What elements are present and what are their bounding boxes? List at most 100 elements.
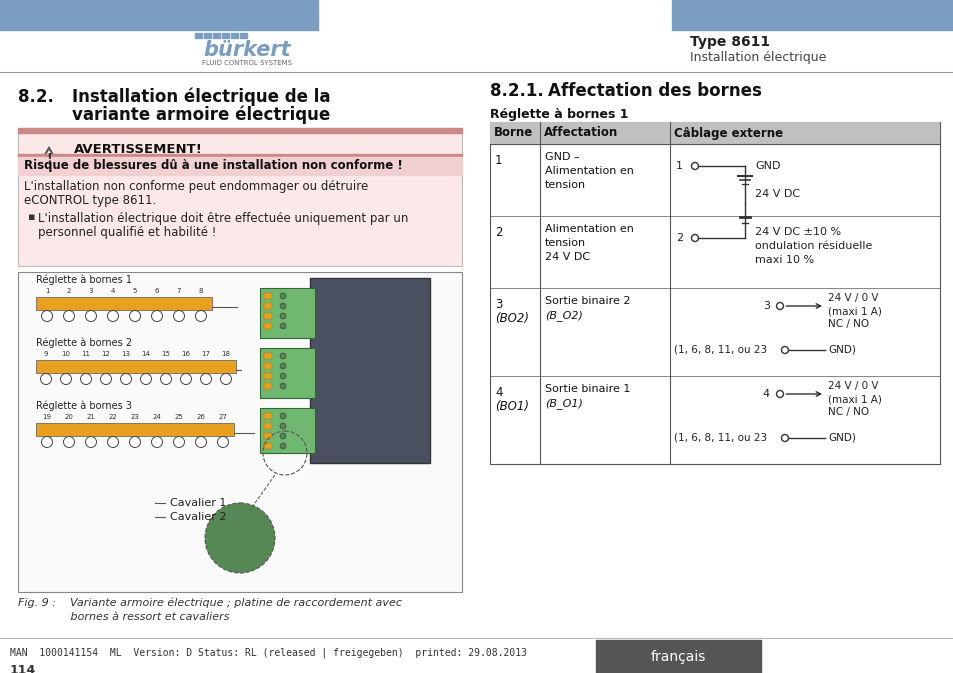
Text: Risque de blessures dû à une installation non conforme !: Risque de blessures dû à une installatio… [24,160,402,172]
Bar [264,303,272,309]
Circle shape [130,310,140,322]
Text: 24: 24 [152,414,161,420]
Text: 8: 8 [198,288,203,294]
Text: tension: tension [544,238,585,248]
Text: L'installation non conforme peut endommager ou détruire: L'installation non conforme peut endomma… [24,180,368,193]
Text: Fig. 9 :    Variante armoire électrique ; platine de raccordement avec: Fig. 9 : Variante armoire électrique ; p… [18,598,401,608]
Text: 4: 4 [495,386,502,399]
Bar [18,154,461,157]
Circle shape [195,310,206,322]
Circle shape [280,293,286,299]
Bar [18,272,461,592]
Circle shape [108,437,118,448]
Text: 8.2.: 8.2. [18,88,53,106]
Text: 9: 9 [44,351,49,357]
Circle shape [776,302,782,310]
Bar [18,128,461,266]
Bar [264,363,272,369]
Circle shape [280,383,286,389]
Text: 3: 3 [89,288,93,294]
Bar [264,383,272,389]
Circle shape [180,374,192,384]
Bar [213,33,220,38]
Text: Sortie binaire 1: Sortie binaire 1 [544,384,630,394]
Text: (B_O2): (B_O2) [544,310,582,321]
Circle shape [80,374,91,384]
Bar [264,423,272,429]
Text: 11: 11 [81,351,91,357]
Text: 5: 5 [132,288,137,294]
Bar [264,413,272,419]
Text: Réglette à bornes 2: Réglette à bornes 2 [36,337,132,348]
Text: 22: 22 [109,414,117,420]
Circle shape [60,374,71,384]
Text: Câblage externe: Câblage externe [673,127,782,139]
Circle shape [64,310,74,322]
Text: 1: 1 [495,154,502,167]
Text: 24 V / 0 V: 24 V / 0 V [827,381,878,391]
Text: 1: 1 [45,288,50,294]
Text: GND): GND) [827,433,855,443]
Bar [0,0,317,30]
Bar [36,297,212,310]
Text: MAN  1000141154  ML  Version: D Status: RL (released | freigegeben)  printed: 29: MAN 1000141154 ML Version: D Status: RL … [10,648,526,658]
Circle shape [280,323,286,329]
Bar [222,33,229,38]
Text: 18: 18 [221,351,231,357]
Text: 27: 27 [218,414,227,420]
Text: Affectation des bornes: Affectation des bornes [547,82,761,100]
Circle shape [42,310,52,322]
Text: 24 V DC: 24 V DC [754,189,800,199]
Text: 21: 21 [87,414,95,420]
Text: Réglette à bornes 3: Réglette à bornes 3 [36,400,132,411]
Text: variante armoire électrique: variante armoire électrique [71,105,330,124]
Text: Cavalier 2: Cavalier 2 [170,512,226,522]
Text: 1: 1 [676,161,682,171]
Text: 8.2.1.: 8.2.1. [490,82,543,100]
Circle shape [173,437,184,448]
Text: 7: 7 [176,288,181,294]
Circle shape [140,374,152,384]
Text: Réglette à bornes 1: Réglette à bornes 1 [36,275,132,285]
Bar [231,33,237,38]
Circle shape [691,162,698,170]
Circle shape [152,310,162,322]
Text: 15: 15 [161,351,171,357]
Circle shape [160,374,172,384]
Text: L'installation électrique doit être effectuée uniquement par un: L'installation électrique doit être effe… [38,212,408,225]
Bar [264,313,272,319]
Text: 2: 2 [67,288,71,294]
Bar [264,293,272,299]
Text: NC / NO: NC / NO [827,407,868,417]
Text: Sortie binaire 2: Sortie binaire 2 [544,296,630,306]
Circle shape [280,303,286,309]
Circle shape [280,443,286,449]
Text: français: français [650,650,705,664]
Text: eCONTROL type 8611.: eCONTROL type 8611. [24,194,156,207]
Bar [596,640,760,673]
Text: 10: 10 [61,351,71,357]
Bar [260,348,314,398]
Circle shape [108,310,118,322]
Text: GND –: GND – [544,152,579,162]
Text: 3: 3 [762,301,769,311]
Text: 12: 12 [101,351,111,357]
Bar [264,323,272,329]
Text: 6: 6 [154,288,159,294]
Text: Installation électrique de la: Installation électrique de la [71,88,330,106]
Text: 23: 23 [131,414,139,420]
Text: Type 8611: Type 8611 [689,35,769,49]
Bar [204,33,211,38]
Bar [264,443,272,449]
Text: 4: 4 [111,288,115,294]
Circle shape [100,374,112,384]
Text: (maxi 1 A): (maxi 1 A) [827,394,881,404]
Text: 24 V DC ±10 %: 24 V DC ±10 % [754,227,841,237]
Text: Alimentation en: Alimentation en [544,224,633,234]
Circle shape [86,437,96,448]
Text: Réglette à bornes 1: Réglette à bornes 1 [490,108,628,121]
Circle shape [220,374,232,384]
Circle shape [152,437,162,448]
Text: personnel qualifié et habilité !: personnel qualifié et habilité ! [38,226,216,239]
Bar [260,408,314,453]
